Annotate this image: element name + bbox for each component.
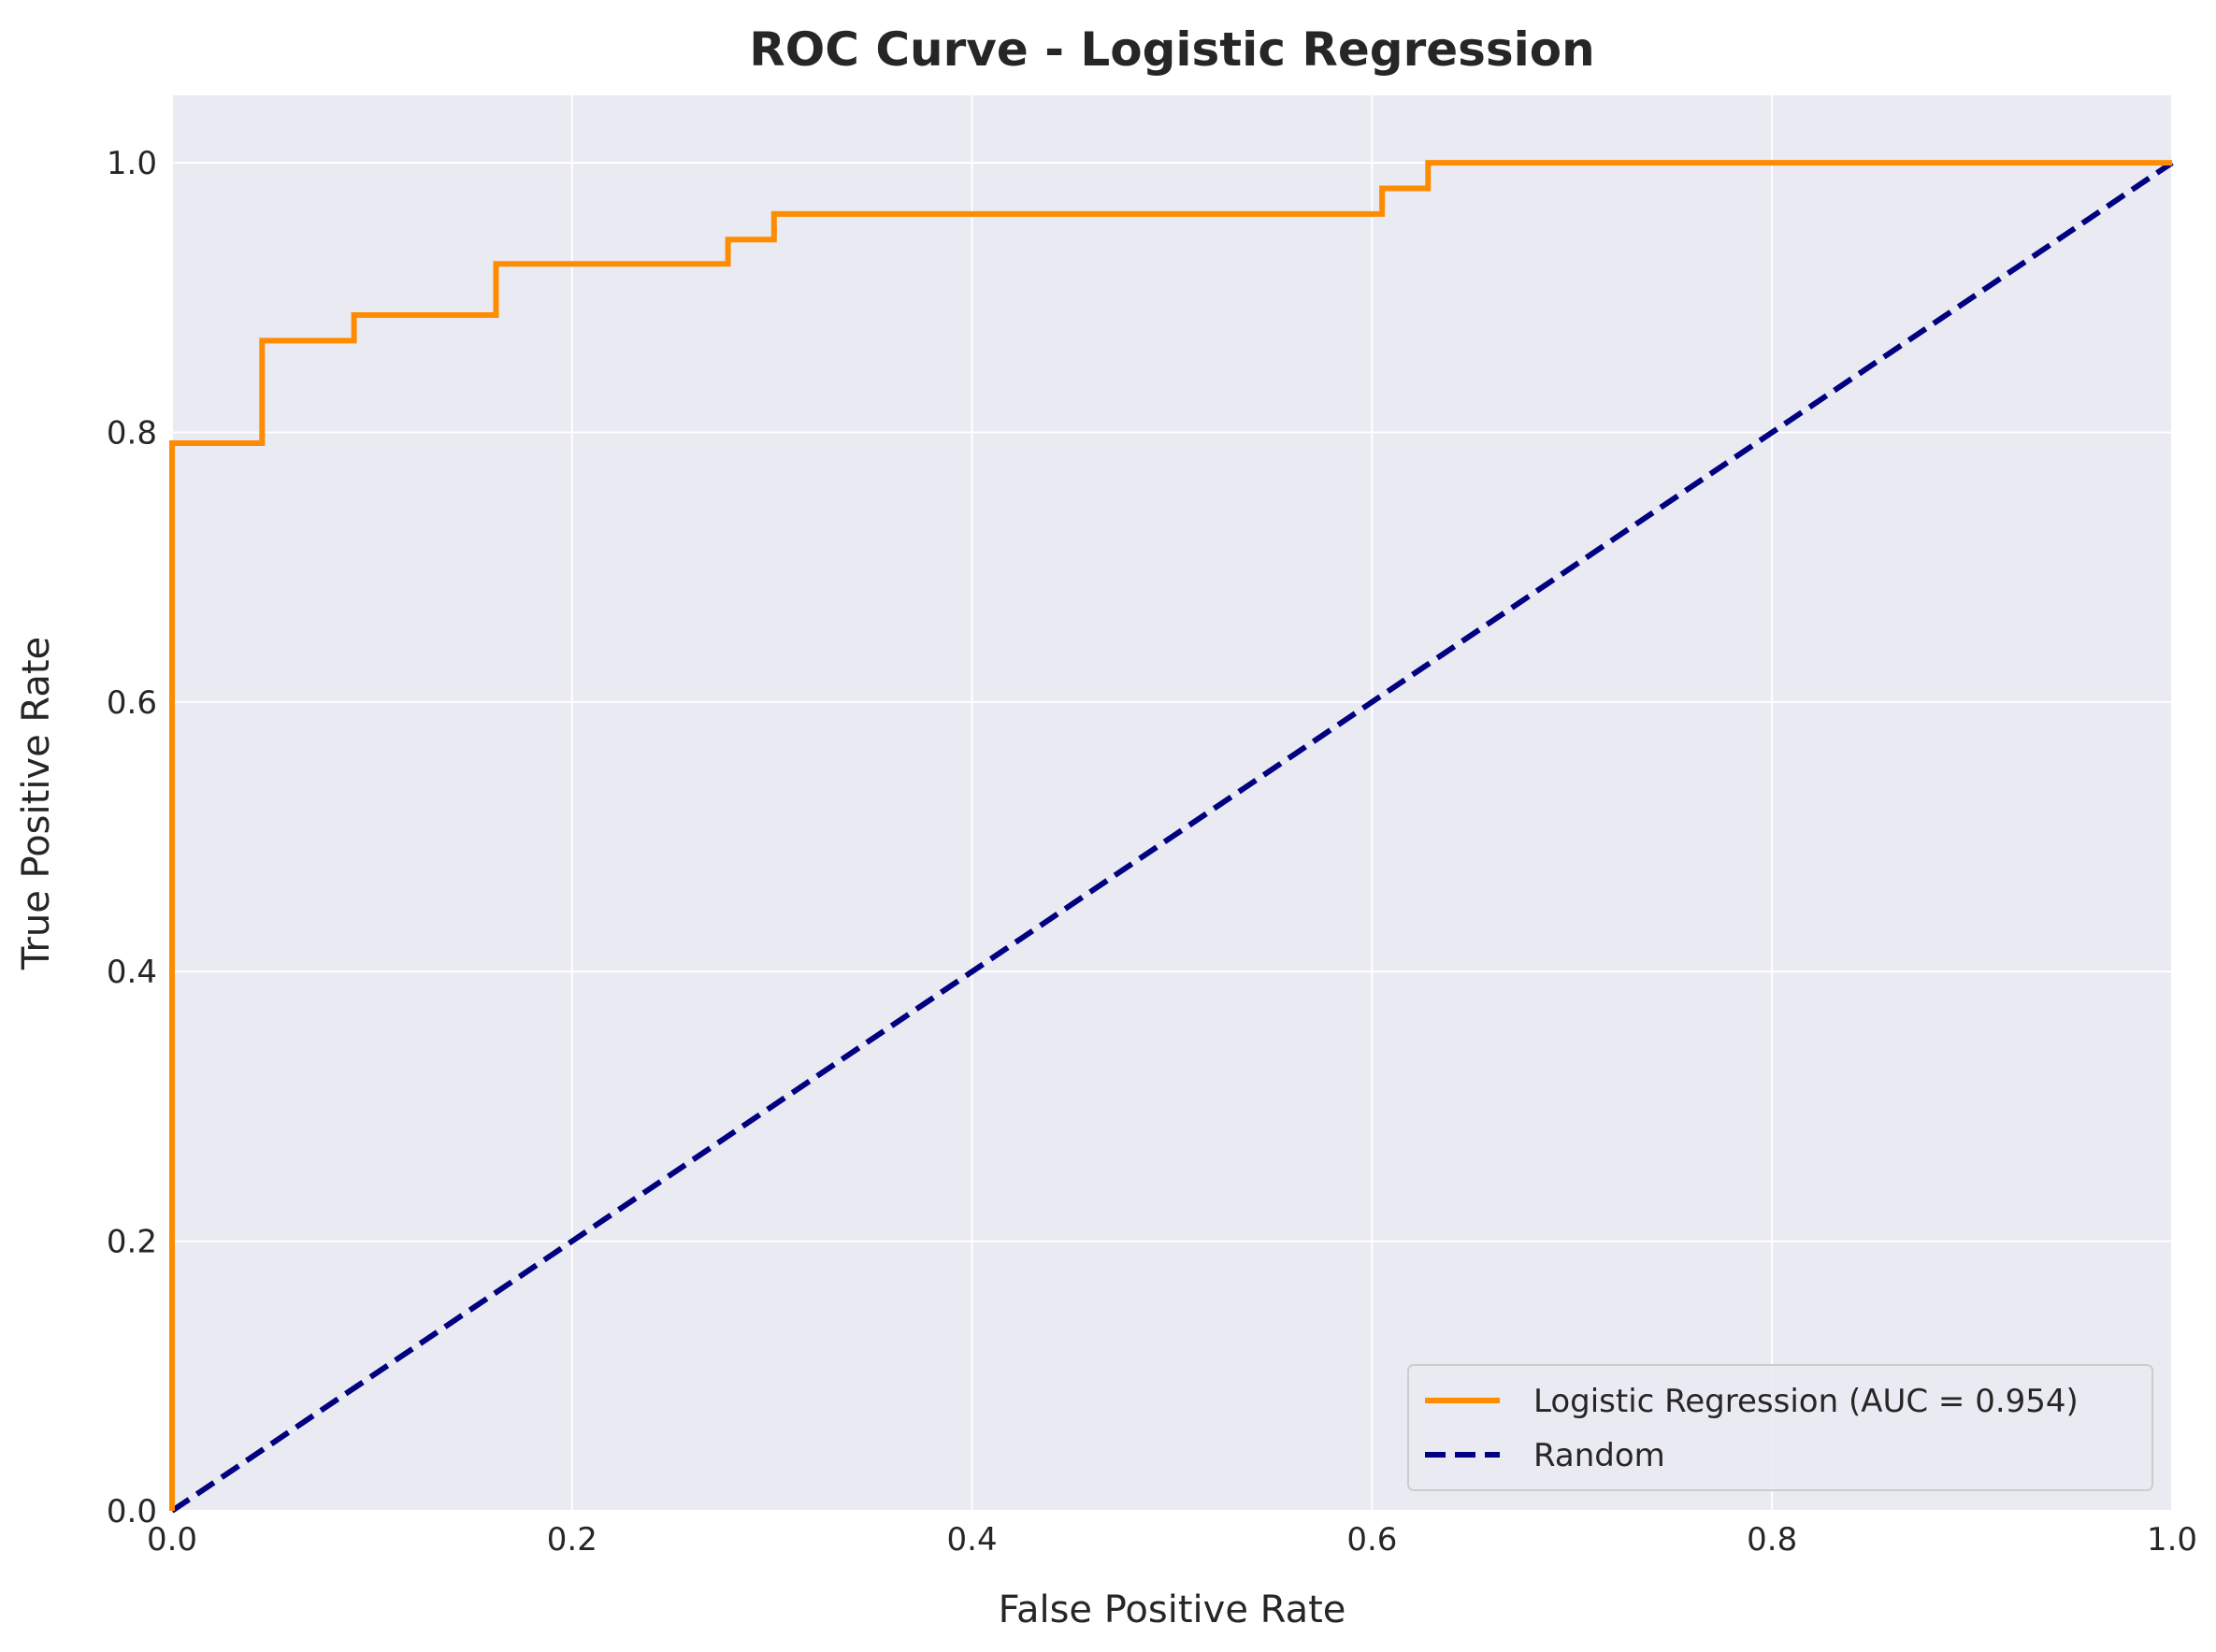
tick-labels: 0.0 0.2 0.4 0.6 0.8 1.0 0.0 0.2 0.4 0.6 0.8 1.0 <box>107 145 2197 1559</box>
legend-box <box>1407 1364 2153 1491</box>
random-baseline-line <box>170 160 2174 1514</box>
series-layer <box>169 160 2174 1514</box>
x-tick-label: 0.4 <box>947 1521 998 1559</box>
y-tick-label: 1.0 <box>107 145 157 182</box>
plot-area <box>172 95 2172 1511</box>
y-tick-label: 0.8 <box>107 414 157 452</box>
chart-title: ROC Curve - Logistic Regression <box>749 22 1595 77</box>
x-tick-label: 1.0 <box>2147 1521 2197 1559</box>
grid <box>171 95 2173 1512</box>
y-axis-label: True Positive Rate <box>15 637 58 970</box>
y-tick-label: 0.6 <box>107 684 157 722</box>
legend-entry-logistic-regression: Logistic Regression (AUC = 0.954) <box>1533 1383 2079 1420</box>
y-tick-label: 0.4 <box>107 954 157 991</box>
legend-entry-random: Random <box>1533 1437 1665 1474</box>
x-tick-label: 0.0 <box>147 1521 197 1559</box>
x-tick-label: 0.2 <box>547 1521 597 1559</box>
y-tick-label: 0.2 <box>107 1224 157 1261</box>
y-tick-label: 0.0 <box>107 1493 157 1530</box>
legend: Logistic Regression (AUC = 0.954) Random <box>1407 1364 2153 1491</box>
x-axis-label: False Positive Rate <box>999 1588 1346 1631</box>
roc-curve-line <box>169 160 2172 1511</box>
x-tick-label: 0.8 <box>1747 1521 1797 1559</box>
x-tick-label: 0.6 <box>1346 1521 1397 1559</box>
